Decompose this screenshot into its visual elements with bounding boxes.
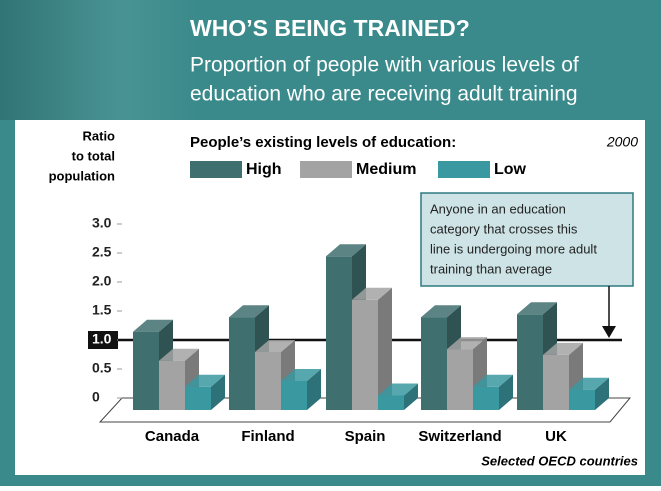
y-tick-label: 3.0 [92, 215, 112, 231]
bar-front [543, 355, 569, 410]
y-label: Ratio [83, 128, 116, 143]
bar-front [569, 390, 595, 410]
x-tick-label: Spain [345, 428, 386, 445]
annotation-text: Anyone in an education [430, 201, 566, 216]
x-tick-label: Canada [145, 428, 200, 445]
legend-title: People’s existing levels of education: [190, 134, 456, 151]
y-tick-label: 2.0 [92, 273, 112, 289]
bar-front [517, 314, 543, 410]
year: 2000 [606, 134, 638, 150]
y-tick-label: 2.5 [92, 244, 112, 260]
y-tick-label: 1.5 [92, 302, 112, 318]
infographic: WHO’S BEING TRAINED? Proportion of peopl… [0, 0, 661, 486]
y-tick-label: 0.5 [92, 360, 112, 376]
bar-front [185, 387, 211, 410]
legend-swatch [300, 161, 352, 178]
y-tick-label: 0 [92, 389, 100, 405]
bar-front [352, 300, 378, 410]
bar-front [133, 332, 159, 410]
y-tick-label: 1.0 [92, 331, 112, 347]
annotation-text: line is undergoing more adult [430, 241, 597, 256]
legend-swatch [438, 161, 490, 178]
bar-front [378, 396, 404, 411]
legend-label: Medium [356, 161, 416, 178]
bar-front [326, 256, 352, 410]
bar-front [159, 361, 185, 410]
bar-front [281, 381, 307, 410]
bar-front [447, 349, 473, 410]
photo [0, 0, 200, 120]
subtitle: Proportion of people with various levels… [190, 54, 579, 77]
legend-label: High [246, 161, 282, 178]
bar-front [473, 387, 499, 410]
legend-label: Low [494, 161, 527, 178]
x-tick-label: Finland [241, 428, 294, 445]
source: Selected OECD countries [481, 453, 638, 468]
annotation-text: category that crosses this [430, 221, 578, 236]
title: WHO’S BEING TRAINED? [190, 15, 470, 41]
bar-front [421, 317, 447, 410]
annotation-text: training than average [430, 261, 552, 276]
x-tick-label: UK [545, 428, 567, 445]
y-label: population [49, 168, 115, 183]
x-tick-label: Switzerland [418, 428, 501, 445]
subtitle: education who are receiving adult traini… [190, 83, 578, 106]
bar-front [229, 317, 255, 410]
bar-front [255, 352, 281, 410]
legend-swatch [190, 161, 242, 178]
y-label: to total [72, 148, 115, 163]
